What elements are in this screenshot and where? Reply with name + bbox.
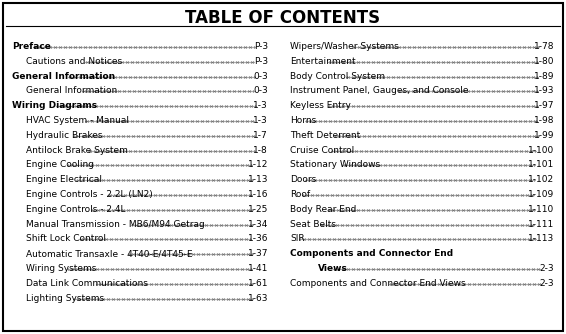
Text: Wiring Diagrams: Wiring Diagrams (12, 101, 97, 110)
Text: 1-7: 1-7 (253, 131, 268, 140)
Text: 1-37: 1-37 (247, 249, 268, 258)
Text: 1-99: 1-99 (534, 131, 554, 140)
Text: 0-3: 0-3 (253, 87, 268, 96)
Text: Engine Controls - 2.4L: Engine Controls - 2.4L (26, 205, 126, 214)
Text: Wipers/Washer Systems: Wipers/Washer Systems (290, 42, 399, 51)
Text: 1-98: 1-98 (534, 116, 554, 125)
Text: 1-34: 1-34 (248, 219, 268, 228)
Text: 1-25: 1-25 (248, 205, 268, 214)
Text: 1-8: 1-8 (253, 146, 268, 155)
Text: Hydraulic Brakes: Hydraulic Brakes (26, 131, 102, 140)
Text: Views: Views (318, 264, 348, 273)
Text: Components and Connector End: Components and Connector End (290, 249, 453, 258)
Text: Preface: Preface (12, 42, 51, 51)
Text: 1-3: 1-3 (253, 101, 268, 110)
Text: 1-80: 1-80 (534, 57, 554, 66)
Text: Instrument Panel, Gauges, and Console: Instrument Panel, Gauges, and Console (290, 87, 469, 96)
Text: Seat Belts: Seat Belts (290, 219, 336, 228)
Text: Engine Cooling: Engine Cooling (26, 160, 94, 169)
Text: Components and Connector End Views: Components and Connector End Views (290, 279, 466, 288)
Text: P-3: P-3 (254, 57, 268, 66)
Text: Doors: Doors (290, 175, 316, 184)
Text: Stationary Windows: Stationary Windows (290, 160, 380, 169)
Text: 2-3: 2-3 (539, 279, 554, 288)
Text: 1-3: 1-3 (253, 116, 268, 125)
Text: Body Control System: Body Control System (290, 71, 385, 80)
Text: Antilock Brake System: Antilock Brake System (26, 146, 128, 155)
Text: 1-93: 1-93 (534, 87, 554, 96)
Text: Automatic Transaxle - 4T40-E/4T45-E: Automatic Transaxle - 4T40-E/4T45-E (26, 249, 192, 258)
Text: Entertainment: Entertainment (290, 57, 355, 66)
Text: Manual Transmission - MB6/M94 Getrag: Manual Transmission - MB6/M94 Getrag (26, 219, 205, 228)
Text: 1-13: 1-13 (247, 175, 268, 184)
Text: Wiring Systems: Wiring Systems (26, 264, 96, 273)
Text: Lighting Systems: Lighting Systems (26, 294, 104, 303)
Text: 1-63: 1-63 (247, 294, 268, 303)
Text: 2-3: 2-3 (539, 264, 554, 273)
Text: 0-3: 0-3 (253, 71, 268, 80)
Text: 1-97: 1-97 (534, 101, 554, 110)
Text: 1-111: 1-111 (528, 219, 554, 228)
Text: Keyless Entry: Keyless Entry (290, 101, 351, 110)
Text: Horns: Horns (290, 116, 316, 125)
Text: Theft Deterrent: Theft Deterrent (290, 131, 360, 140)
Text: 1-109: 1-109 (528, 190, 554, 199)
Text: 1-36: 1-36 (247, 234, 268, 243)
Text: General Information: General Information (26, 87, 117, 96)
Text: 1-78: 1-78 (534, 42, 554, 51)
Text: Shift Lock Control: Shift Lock Control (26, 234, 106, 243)
Text: 1-101: 1-101 (528, 160, 554, 169)
Text: 1-61: 1-61 (247, 279, 268, 288)
Text: Body Rear End: Body Rear End (290, 205, 357, 214)
Text: HVAC System - Manual: HVAC System - Manual (26, 116, 129, 125)
Text: 1-110: 1-110 (528, 205, 554, 214)
Text: 1-12: 1-12 (248, 160, 268, 169)
Text: TABLE OF CONTENTS: TABLE OF CONTENTS (186, 9, 380, 27)
Text: SIR: SIR (290, 234, 305, 243)
Text: Roof: Roof (290, 190, 310, 199)
Text: Data Link Communications: Data Link Communications (26, 279, 148, 288)
Text: Engine Controls - 2.2L (LN2): Engine Controls - 2.2L (LN2) (26, 190, 153, 199)
Text: 1-100: 1-100 (528, 146, 554, 155)
Text: General Information: General Information (12, 71, 115, 80)
Text: 1-41: 1-41 (248, 264, 268, 273)
Text: 1-113: 1-113 (528, 234, 554, 243)
Text: Cautions and Notices: Cautions and Notices (26, 57, 122, 66)
Text: 1-102: 1-102 (528, 175, 554, 184)
Text: Engine Electrical: Engine Electrical (26, 175, 102, 184)
Text: Cruise Control: Cruise Control (290, 146, 354, 155)
Text: 1-89: 1-89 (534, 71, 554, 80)
Text: 1-16: 1-16 (247, 190, 268, 199)
Text: P-3: P-3 (254, 42, 268, 51)
